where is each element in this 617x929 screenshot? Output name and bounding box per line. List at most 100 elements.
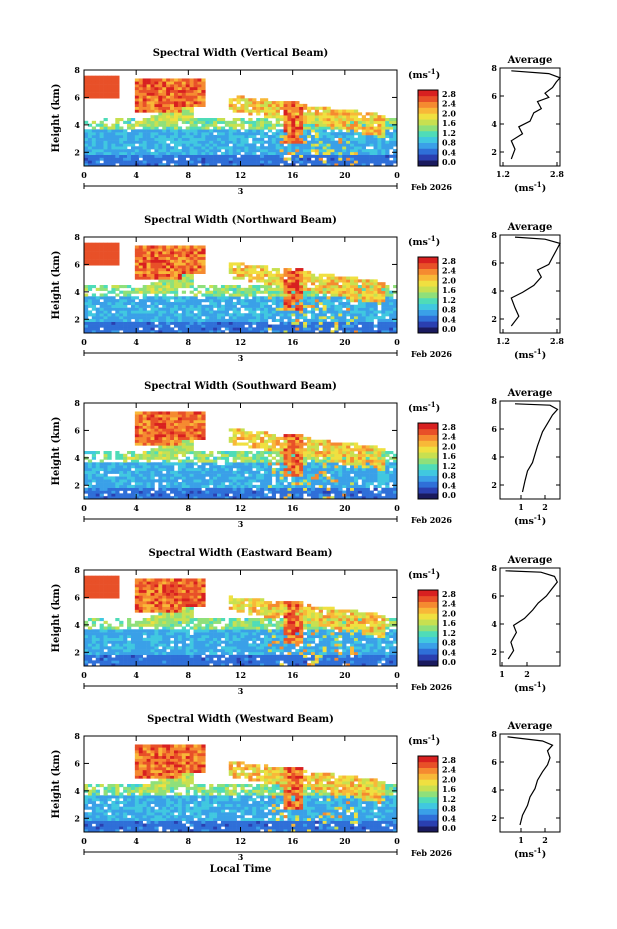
heatmap-cell (260, 330, 265, 334)
heatmap-cell (353, 118, 359, 122)
heatmap-cell (240, 318, 245, 322)
heatmap-cell (213, 482, 218, 486)
heatmap-cell (228, 154, 233, 158)
heatmap-cell (334, 453, 339, 457)
colorbar-swatch (418, 315, 438, 322)
heatmap-cell (318, 465, 323, 469)
heatmap-cell (267, 129, 273, 133)
heatmap-cell (193, 493, 198, 497)
heatmap-cell (99, 459, 104, 463)
heatmap-cell (240, 132, 245, 136)
heatmap-cell (181, 89, 187, 93)
heatmap-cell (303, 154, 308, 158)
heatmap-cell (115, 126, 120, 130)
heatmap-cell (224, 321, 230, 325)
heatmap-cell (295, 482, 300, 486)
heatmap-cell (138, 256, 143, 260)
heatmap-cell (127, 493, 132, 497)
heatmap-cell (365, 120, 370, 124)
heatmap-cell (365, 304, 370, 308)
heatmap-cell (177, 419, 183, 424)
heatmap-cell (334, 304, 339, 308)
heatmap-cell (275, 327, 280, 331)
heatmap-cell (87, 146, 93, 150)
heatmap-cell (389, 123, 394, 127)
heatmap-cell (185, 318, 190, 322)
heatmap-cell (162, 265, 167, 269)
heatmap-cell (252, 126, 257, 130)
heatmap-cell (142, 422, 147, 426)
heatmap-cell (236, 436, 241, 440)
heatmap-cell (193, 496, 198, 500)
heatmap-cell (170, 434, 175, 438)
heatmap-cell (279, 493, 284, 497)
heatmap-cell (338, 496, 343, 500)
heatmap-cell (299, 448, 304, 452)
heatmap-cell (150, 126, 155, 130)
heatmap-cell (377, 151, 382, 155)
heatmap-cell (295, 268, 300, 272)
heatmap-cell (127, 321, 132, 325)
heatmap-cell (322, 313, 327, 317)
heatmap-cell (236, 285, 241, 289)
heatmap-cell (326, 299, 331, 303)
heatmap-cell (158, 89, 163, 93)
heatmap-cell (107, 143, 112, 147)
heatmap-cell (111, 251, 116, 255)
heatmap-cell (385, 285, 390, 289)
heatmap-cell (232, 431, 237, 435)
heatmap-cell (213, 296, 218, 300)
heatmap-cell (111, 285, 116, 289)
heatmap-cell (307, 270, 312, 274)
heatmap-cell (377, 146, 382, 150)
heatmap-cell (307, 109, 312, 113)
heatmap-cell (228, 101, 233, 105)
heatmap-cell (252, 151, 257, 155)
heatmap-cell (260, 318, 265, 322)
heatmap-cell (244, 149, 249, 153)
heatmap-cell (330, 146, 335, 150)
heatmap-cell (162, 299, 167, 303)
x-tick-label: 12 (235, 170, 246, 180)
heatmap-cell (307, 321, 312, 325)
heatmap-cell (322, 448, 327, 452)
heatmap-cell (162, 425, 167, 429)
heatmap-cell (346, 276, 351, 280)
heatmap-cell (314, 313, 320, 317)
heatmap-cell (158, 473, 163, 477)
heatmap-cell (220, 465, 226, 469)
heatmap-cell (271, 109, 277, 113)
heatmap-cell (154, 123, 159, 127)
heatmap-cell (271, 484, 277, 488)
heatmap-cell (201, 146, 206, 150)
heatmap-cell (267, 467, 273, 472)
heatmap-cell (275, 282, 280, 286)
heatmap-cell (291, 112, 296, 116)
heatmap-cell (142, 425, 147, 429)
heatmap-cell (326, 462, 331, 466)
heatmap-cell (314, 490, 320, 494)
heatmap-cell (232, 154, 237, 158)
heatmap-cell (173, 419, 179, 424)
heatmap-cell (91, 262, 97, 266)
heatmap-cell (236, 476, 241, 480)
heatmap-cell (99, 324, 104, 328)
heatmap-cell (353, 462, 359, 466)
heatmap-cell (91, 496, 97, 500)
heatmap-cell (115, 321, 120, 325)
heatmap-cell (84, 451, 89, 455)
heatmap-cell (342, 123, 347, 127)
heatmap-cell (146, 296, 151, 300)
heatmap-cell (150, 134, 155, 139)
heatmap-cell (142, 253, 147, 258)
heatmap-cell (236, 163, 241, 167)
heatmap-cell (146, 490, 151, 494)
heatmap-cell (134, 287, 140, 291)
heatmap-cell (87, 482, 93, 486)
heatmap-cell (303, 276, 308, 280)
heatmap-cell (146, 313, 151, 317)
heatmap-cell (346, 146, 351, 150)
heatmap-cell (193, 134, 198, 139)
heatmap-cell (162, 248, 167, 252)
heatmap-cell (299, 157, 304, 161)
